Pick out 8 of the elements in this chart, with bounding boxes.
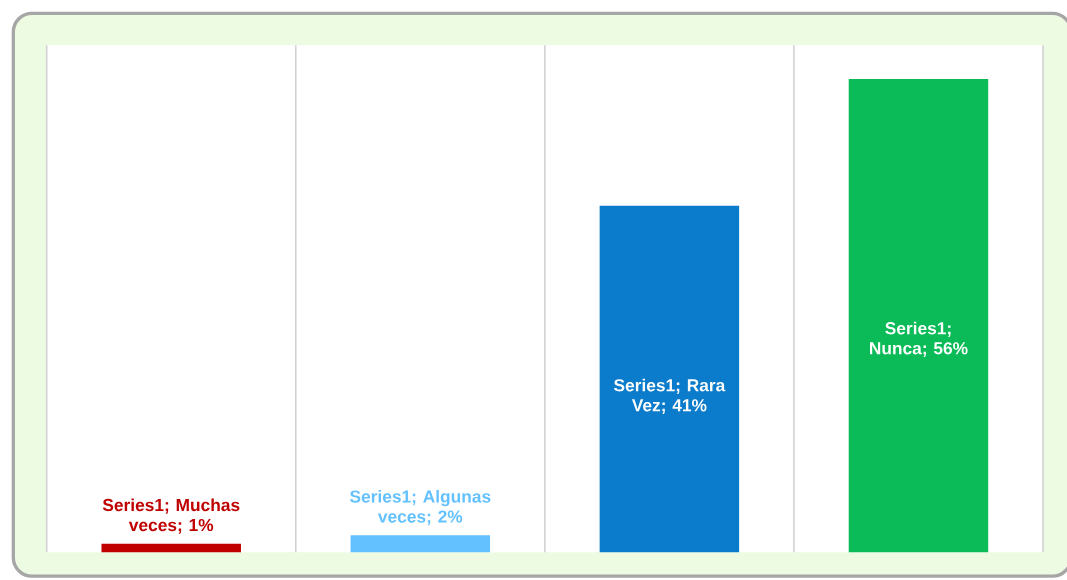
data-label: Series1; Muchas veces; 1% (102, 498, 240, 534)
data-label: Series1; Rara Vez; 41% (613, 378, 726, 414)
bar (848, 79, 989, 553)
data-label: Series1; Algunas veces; 2% (349, 489, 491, 526)
bar (350, 535, 491, 553)
data-label: Series1; Nunca; 56% (869, 321, 968, 357)
bar (599, 205, 740, 553)
bar (101, 543, 241, 553)
